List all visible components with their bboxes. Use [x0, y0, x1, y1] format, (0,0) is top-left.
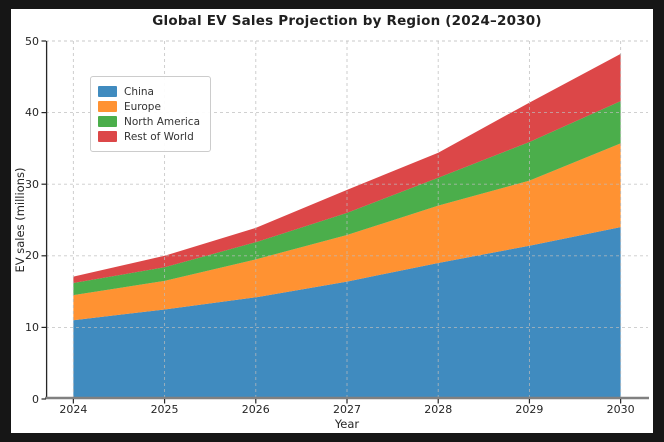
legend-swatch — [98, 101, 117, 112]
legend-item-europe: Europe — [98, 100, 200, 113]
legend-swatch — [98, 131, 117, 142]
x-tick-label: 2026 — [241, 403, 270, 416]
legend-label: China — [124, 85, 154, 98]
legend-swatch — [98, 86, 117, 97]
y-tick-label: 0 — [32, 392, 39, 406]
legend-item-rest-of-world: Rest of World — [98, 130, 200, 143]
x-axis-label: Year — [334, 417, 360, 431]
plot-area: China Europe North America Rest of World — [41, 40, 649, 404]
y-tick-label: 20 — [25, 249, 39, 263]
chart-title: Global EV Sales Projection by Region (20… — [152, 13, 542, 29]
legend-label: North America — [124, 115, 201, 128]
x-tick-label: 2029 — [515, 403, 544, 416]
legend-item-china: China — [98, 85, 200, 98]
y-tick-label: 30 — [25, 177, 39, 191]
y-tick-label: 10 — [25, 320, 39, 334]
x-tick-label: 2024 — [59, 403, 88, 416]
legend-swatch — [98, 116, 117, 127]
x-tick-label: 2028 — [424, 403, 453, 416]
x-tick-label: 2030 — [606, 403, 635, 416]
x-tick-label: 2025 — [150, 403, 179, 416]
stacked-area-chart — [41, 40, 649, 404]
area-europe — [73, 143, 621, 321]
x-tick-label: 2027 — [333, 403, 361, 416]
chart-figure: Global EV Sales Projection by Region (20… — [11, 9, 653, 433]
y-tick-label: 40 — [25, 106, 39, 120]
area-north-america — [73, 101, 621, 296]
y-tick-label: 50 — [25, 34, 39, 48]
legend-item-north-america: North America — [98, 115, 200, 128]
legend-label: Rest of World — [124, 130, 194, 143]
legend-label: Europe — [124, 100, 161, 113]
legend: China Europe North America Rest of World — [90, 76, 212, 152]
